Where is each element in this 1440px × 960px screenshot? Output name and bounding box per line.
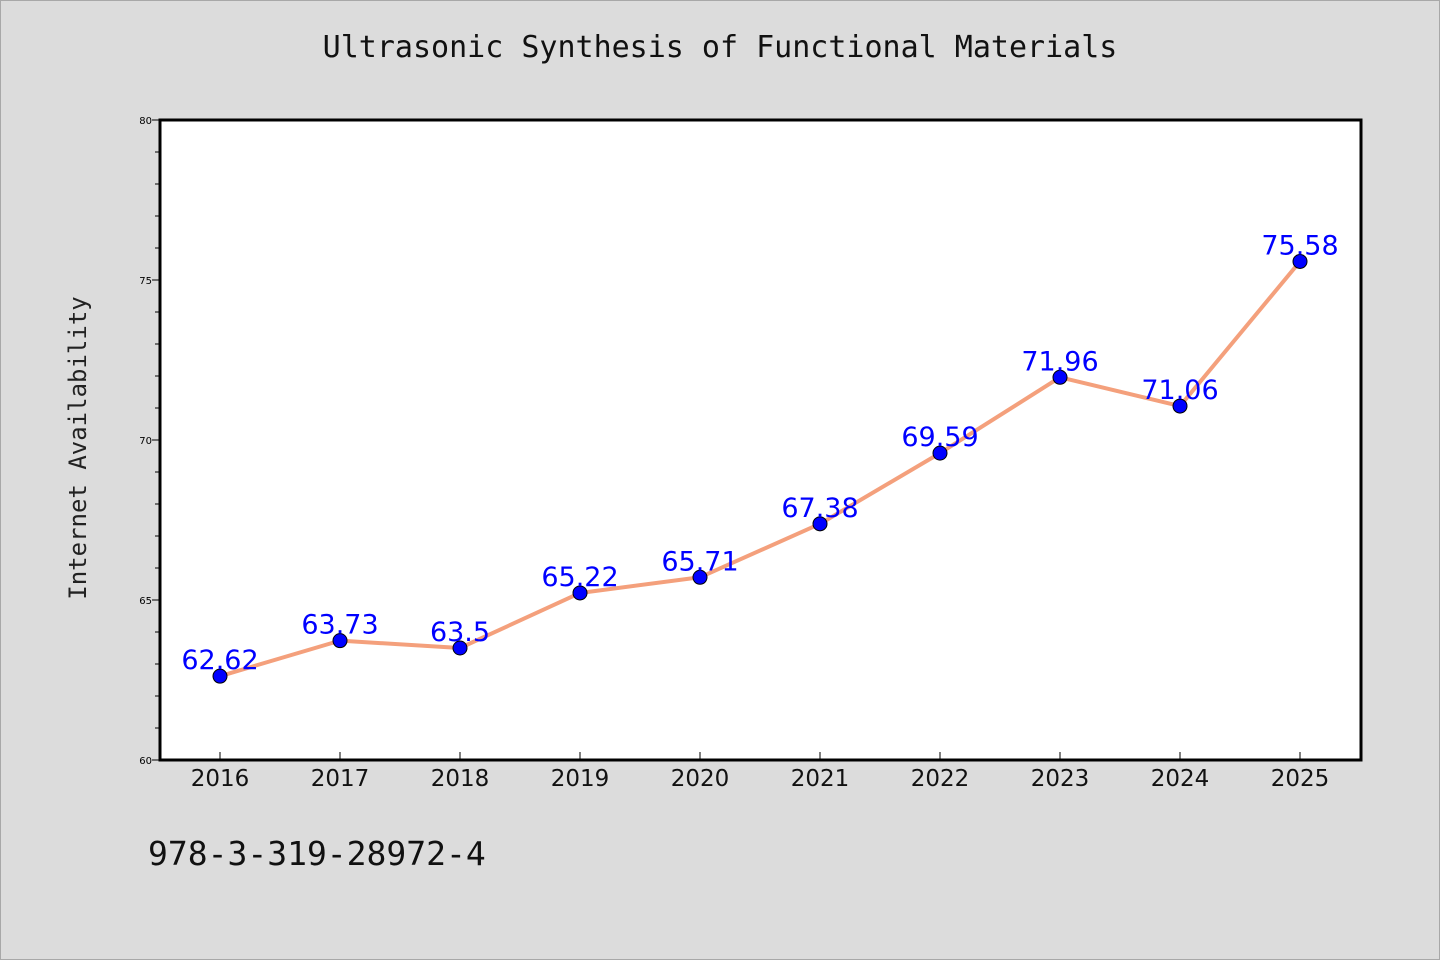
data-point	[332, 633, 348, 649]
data-point	[932, 445, 948, 461]
plot-area	[158, 118, 1363, 762]
y-tick-label: 60	[139, 756, 152, 767]
series-line-group	[218, 259, 1302, 679]
chart-title: Ultrasonic Synthesis of Functional Mater…	[322, 30, 1118, 65]
x-tick-label: 2021	[791, 766, 850, 792]
y-tick-label: 65	[139, 596, 152, 607]
data-label: 65.71	[661, 546, 738, 577]
x-tick-label: 2019	[551, 766, 610, 792]
data-point	[452, 640, 468, 656]
data-point	[212, 668, 228, 684]
data-label: 62.62	[181, 645, 258, 676]
x-tick-label: 2020	[671, 766, 730, 792]
y-axis-label: Internet Availability	[64, 296, 92, 599]
data-label: 67.38	[781, 493, 858, 524]
data-label: 65.22	[541, 562, 618, 593]
data-point	[1052, 369, 1068, 385]
x-tick-label: 2024	[1151, 766, 1210, 792]
markers-group	[212, 253, 1308, 684]
data-label: 63.5	[430, 617, 490, 648]
x-tick-label: 2017	[311, 766, 370, 792]
x-tick-label: 2025	[1271, 766, 1330, 792]
data-labels-group: 62.62 63.73 63.5 65.22 65.71 67.38 69.59 71.96 7…	[181, 230, 1338, 676]
footer-isbn: 978-3-319-28972-4	[148, 834, 486, 873]
data-label: 69.59	[901, 422, 978, 453]
data-label: 71.96	[1021, 346, 1098, 377]
data-point	[1292, 253, 1308, 269]
x-tick-label: 2023	[1031, 766, 1090, 792]
y-tick-label: 80	[139, 116, 152, 127]
x-axis: 2016 2017 2018 2019 2020 2021 2022 2023 2024 2025	[191, 752, 1330, 792]
x-tick-label: 2022	[911, 766, 970, 792]
series-line	[218, 259, 1302, 679]
data-label: 71.06	[1141, 375, 1218, 406]
y-axis: 60 65 70 75 80	[139, 116, 160, 767]
x-tick-label: 2016	[191, 766, 250, 792]
data-point	[692, 569, 708, 585]
x-tick-label: 2018	[431, 766, 490, 792]
data-label: 63.73	[301, 610, 378, 641]
data-point	[1172, 398, 1188, 414]
data-point	[572, 585, 588, 601]
y-tick-label: 70	[139, 436, 152, 447]
y-tick-label: 75	[139, 276, 152, 287]
data-label: 75.58	[1261, 230, 1338, 261]
data-point	[812, 516, 828, 532]
